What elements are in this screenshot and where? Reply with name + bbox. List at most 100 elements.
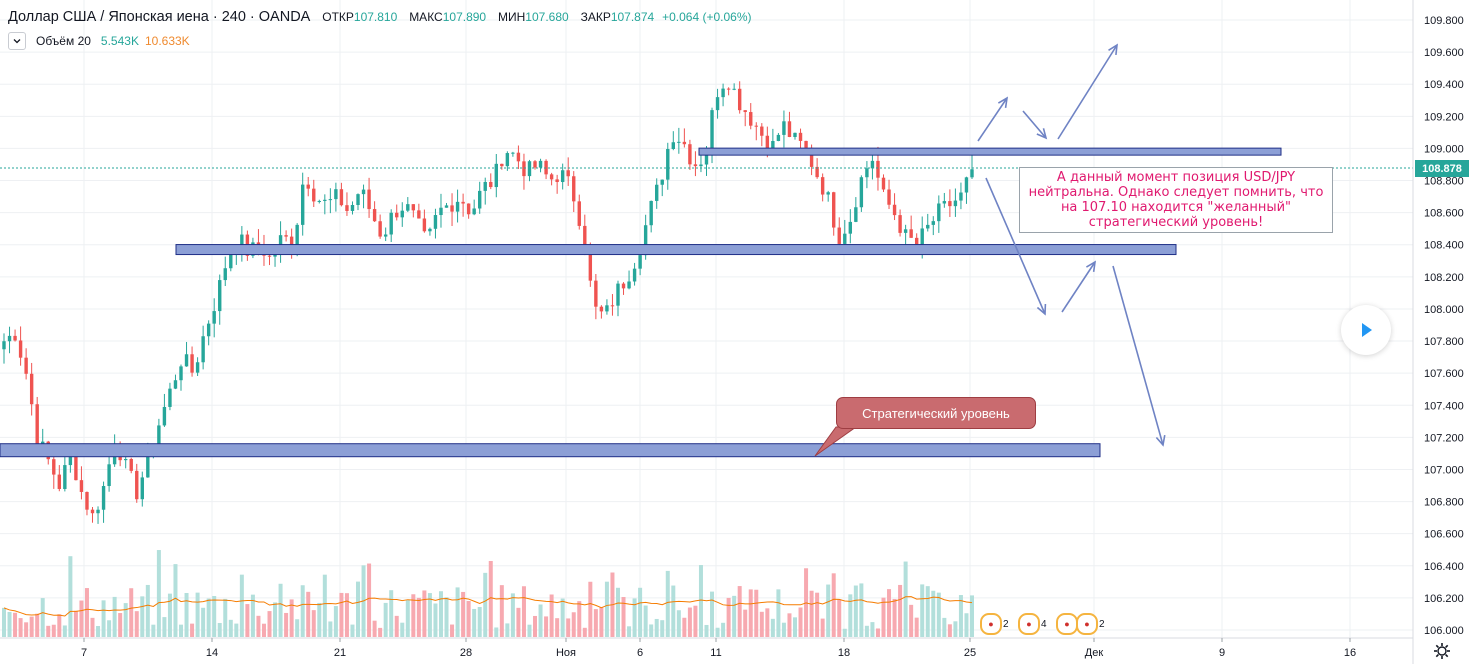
volume-bar [389, 590, 394, 637]
time-tick-label: 25 [964, 647, 976, 659]
candle-body [909, 229, 913, 238]
volume-bar [820, 618, 825, 637]
price-tick-label: 106.400 [1424, 561, 1464, 573]
volume-bar [815, 592, 820, 637]
candle-body [826, 192, 830, 195]
open-label: ОТКР [322, 10, 354, 24]
volume-bar [754, 589, 759, 637]
volume-bar [317, 602, 322, 637]
flag-icon: ● [1076, 613, 1098, 635]
candle-body [173, 380, 178, 389]
volume-bar [24, 622, 29, 637]
volume-bar [881, 597, 886, 637]
volume-bar [809, 590, 814, 637]
level-zone [698, 147, 1282, 156]
gear-icon[interactable] [1433, 642, 1451, 660]
volume-bar [7, 611, 12, 637]
candle-body [643, 225, 648, 256]
price-tick-label: 106.600 [1424, 529, 1464, 541]
candle-body [737, 88, 742, 111]
play-button[interactable] [1341, 305, 1391, 355]
volume-bar [427, 593, 432, 637]
price-tick-label: 107.800 [1424, 336, 1464, 348]
time-tick-label: 7 [81, 647, 87, 659]
volume-label[interactable]: Объём 20 [36, 34, 91, 48]
candle-body [655, 184, 659, 201]
symbol-title[interactable]: Доллар США / Японская иена · 240 · OANDA [8, 9, 311, 25]
candle-body [505, 153, 510, 167]
event-count: 2 [1003, 618, 1009, 630]
volume-bar [887, 589, 892, 637]
candle-body [411, 204, 416, 211]
analysis-note[interactable]: А данный момент позиция USD/JPY нейтраль… [1019, 167, 1333, 233]
volume-bar [328, 621, 333, 637]
volume-bar [759, 611, 764, 637]
economic-event[interactable]: ● 4 [1018, 612, 1047, 636]
volume-bar [698, 565, 703, 637]
candle-body [361, 189, 366, 195]
candle-body [787, 121, 792, 138]
candle-body [500, 163, 504, 167]
price-tick-label: 108.600 [1424, 208, 1464, 220]
flag-icon: ● [980, 613, 1002, 635]
candle-body [942, 201, 947, 204]
candle-body [865, 168, 869, 178]
volume-bar [654, 618, 659, 637]
candle-body [693, 164, 698, 167]
candle-body [157, 425, 161, 446]
candle-body [953, 200, 958, 207]
volume-bar [920, 584, 925, 637]
candle-body [400, 210, 404, 218]
candle-body [726, 88, 731, 90]
volume-bar [46, 625, 51, 637]
economic-event[interactable]: ● 2 [1076, 612, 1105, 636]
candle-body [760, 126, 764, 136]
candle-body [223, 268, 227, 281]
volume-bar [344, 593, 349, 637]
volume-bar [593, 609, 598, 637]
candle-body [649, 200, 653, 226]
open-value: 107.810 [353, 10, 398, 24]
candle-body [212, 311, 216, 324]
candle-body [41, 441, 45, 445]
volume-bar [555, 618, 560, 637]
volume-bar [73, 610, 78, 637]
volume-bar [378, 627, 383, 637]
candle-body [704, 151, 709, 165]
candle-body [455, 201, 460, 212]
volume-bar [682, 617, 687, 637]
strategic-level-callout[interactable]: Стратегический уровень [836, 397, 1036, 429]
candle-body [970, 169, 974, 178]
candle-body [229, 254, 233, 269]
volume-ma-line [3, 596, 973, 617]
volume-bar [687, 607, 692, 637]
volume-bar [776, 589, 781, 637]
volume-bar [239, 574, 244, 637]
price-axis[interactable]: 109.800 109.600 109.400 109.200 109.000 108.8… [1424, 15, 1464, 637]
volume-bar [400, 622, 405, 637]
volume-bar [350, 624, 355, 637]
chevron-down-icon[interactable] [8, 32, 26, 50]
volume-bar [483, 572, 488, 637]
forecast-arrow [1061, 261, 1096, 313]
volume-bar [914, 617, 919, 637]
volume-bar [212, 596, 217, 637]
candle-body [240, 234, 244, 248]
candle-body [715, 97, 720, 111]
candle-body [489, 181, 493, 188]
forecast-arrow [1057, 44, 1118, 140]
volume-bar [195, 592, 200, 637]
volume-bar [40, 598, 45, 637]
volume-bar [129, 588, 134, 637]
candle-body [135, 470, 139, 500]
volume-bar [101, 600, 106, 637]
volume-legend: Объём 20 5.543K 10.633K [8, 32, 190, 50]
volume-bar [765, 608, 770, 637]
arrow-head [997, 96, 1009, 109]
time-axis[interactable]: 7 14 21 28 Ноя 6 11 18 25 Дек 9 16 [81, 638, 1356, 659]
volume-bar [477, 607, 482, 637]
candle-body [809, 147, 814, 167]
economic-event[interactable]: ● 2 [980, 612, 1009, 636]
candle-body [96, 509, 100, 514]
